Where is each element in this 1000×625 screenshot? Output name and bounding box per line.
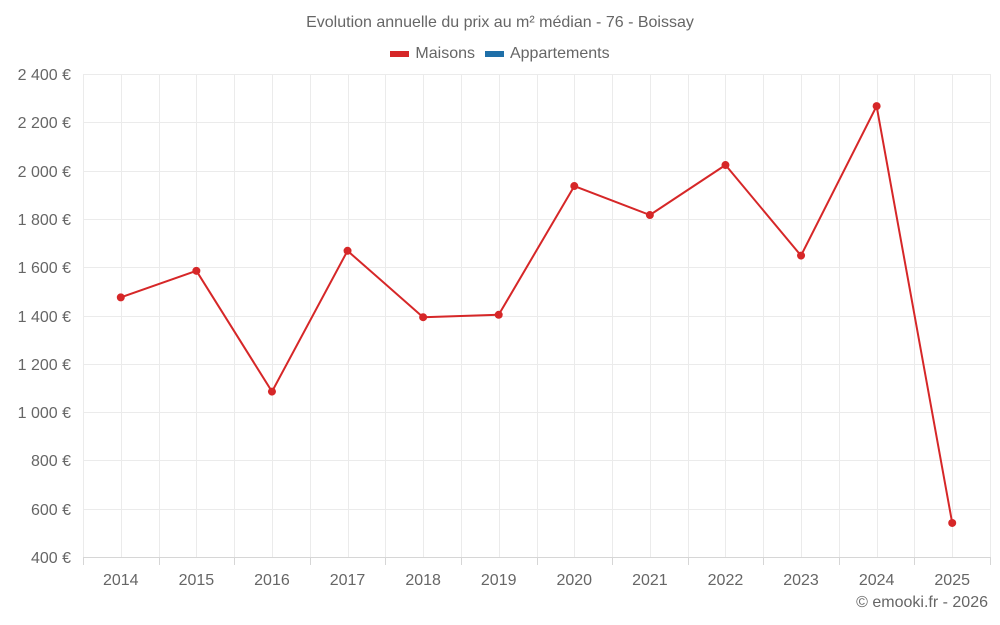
legend-swatch-appartements-icon bbox=[484, 51, 504, 57]
legend-label-appartements: Appartements bbox=[509, 45, 610, 62]
y-tick-label: 2 000 € bbox=[18, 164, 71, 181]
credit-text: © emooki.fr - 2026 bbox=[856, 594, 988, 611]
x-tick-label: 2018 bbox=[405, 572, 441, 589]
x-tick-label: 2016 bbox=[254, 572, 290, 589]
legend-label-maisons: Maisons bbox=[415, 45, 475, 62]
data-point[interactable] bbox=[116, 293, 125, 302]
x-tick-label: 2015 bbox=[179, 572, 215, 589]
x-tick-label: 2024 bbox=[859, 572, 895, 589]
data-point[interactable] bbox=[494, 310, 503, 319]
y-axis: 400 € 600 € 800 € 1 000 € 1 200 € 1 400 € 1 60… bbox=[18, 67, 71, 567]
legend-swatch-maisons-icon bbox=[390, 51, 410, 57]
x-tick-label: 2022 bbox=[708, 572, 744, 589]
legend-item-maisons[interactable]: Maisons bbox=[390, 45, 475, 63]
y-tick-label: 1 800 € bbox=[18, 212, 71, 229]
x-tick-label: 2021 bbox=[632, 572, 668, 589]
y-tick-label: 2 200 € bbox=[18, 115, 71, 132]
data-point[interactable] bbox=[267, 387, 276, 396]
y-tick-label: 1 200 € bbox=[18, 357, 71, 374]
series-maisons bbox=[116, 102, 957, 527]
data-point[interactable] bbox=[797, 251, 806, 260]
x-tick-label: 2019 bbox=[481, 572, 517, 589]
y-tick-label: 400 € bbox=[31, 550, 71, 567]
y-tick-label: 1 600 € bbox=[18, 260, 71, 277]
legend-item-appartements[interactable]: Appartements bbox=[484, 45, 610, 63]
y-tick-label: 1 400 € bbox=[18, 309, 71, 326]
y-tick-label: 600 € bbox=[31, 502, 71, 519]
x-tick-label: 2020 bbox=[556, 572, 592, 589]
chart-legend: Maisons Appartements bbox=[0, 45, 1000, 63]
x-tick-label: 2014 bbox=[103, 572, 139, 589]
data-point[interactable] bbox=[645, 211, 654, 220]
data-point[interactable] bbox=[721, 161, 730, 170]
y-tick-label: 2 400 € bbox=[18, 67, 71, 84]
x-tick-label: 2023 bbox=[783, 572, 819, 589]
data-point[interactable] bbox=[192, 266, 201, 275]
data-point[interactable] bbox=[343, 246, 352, 255]
y-tick-label: 800 € bbox=[31, 453, 71, 470]
data-point[interactable] bbox=[419, 313, 428, 322]
grid-lines bbox=[83, 74, 991, 557]
data-point[interactable] bbox=[948, 518, 957, 527]
data-point[interactable] bbox=[872, 102, 881, 111]
y-tick-label: 1 000 € bbox=[18, 405, 71, 422]
data-point[interactable] bbox=[570, 182, 579, 191]
chart-title: Evolution annuelle du prix au m² médian … bbox=[306, 14, 694, 31]
x-tick-label: 2025 bbox=[934, 572, 970, 589]
x-axis: 2014 2015 2016 2017 2018 2019 2020 2021 2022 2023… bbox=[83, 557, 991, 589]
x-tick-label: 2017 bbox=[330, 572, 366, 589]
